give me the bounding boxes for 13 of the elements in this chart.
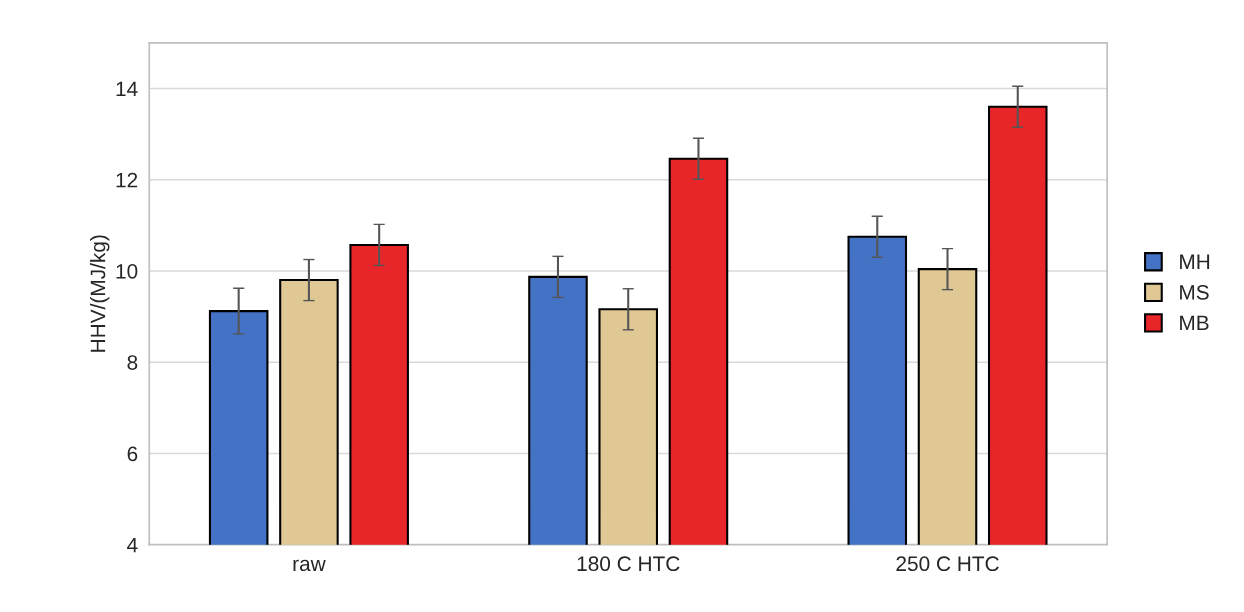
x-tick-label: 250 C HTC <box>896 556 999 572</box>
y-tick-label: 8 <box>127 355 138 370</box>
y-tick-label: 10 <box>116 263 138 279</box>
legend-label: MB <box>1180 315 1209 331</box>
legend-label: MS <box>1180 284 1209 300</box>
y-tick-label: 4 <box>127 537 138 553</box>
y-tick-label: 6 <box>127 446 138 462</box>
x-tick-label: raw <box>293 559 326 572</box>
y-tick-label: 12 <box>116 172 138 188</box>
legend-label: MH <box>1180 254 1210 269</box>
x-tick-label: 180 C HTC <box>577 556 680 572</box>
y-axis-title: HHV/(MJ/kg) <box>90 235 110 352</box>
y-tick-label: 14 <box>116 81 138 97</box>
